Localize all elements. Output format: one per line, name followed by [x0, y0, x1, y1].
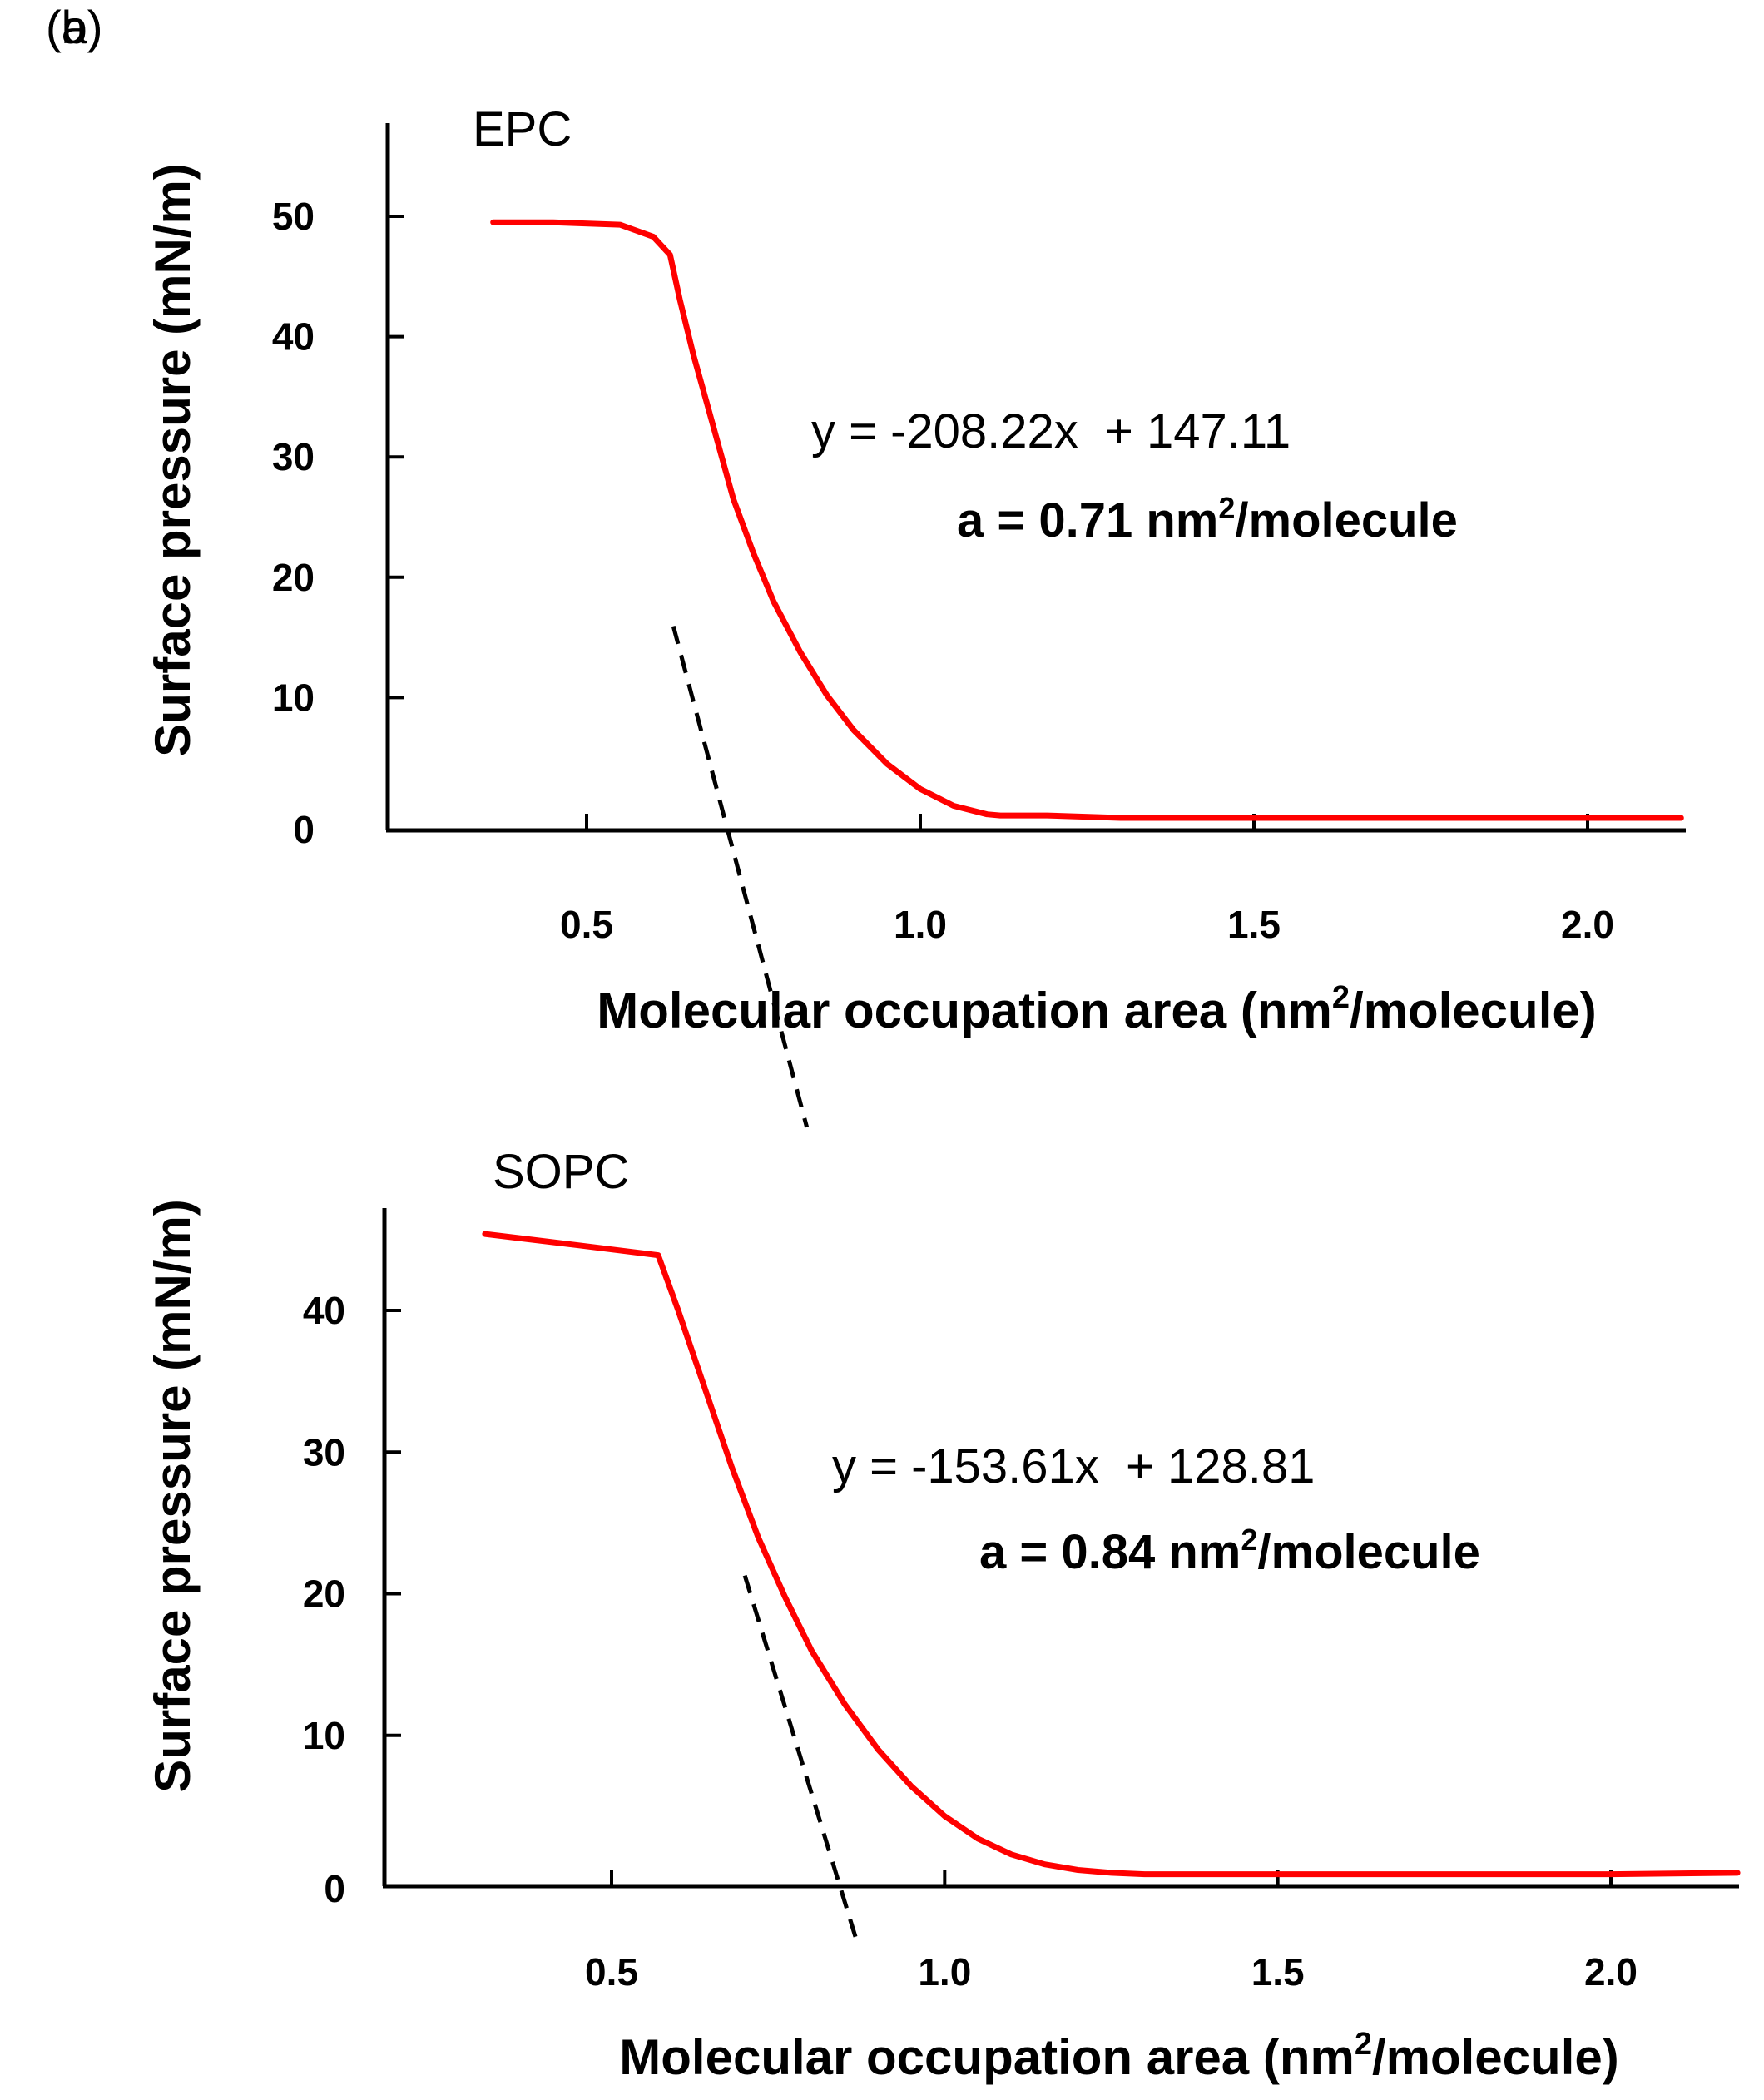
chart-a-y-tick-label: 50: [272, 195, 315, 238]
chart-b-y-tick-label: 0: [324, 1867, 345, 1910]
chart-b-area-value: a = 0.84 nm2/molecule: [979, 1523, 1480, 1579]
panel-b-label: (b): [46, 1, 103, 53]
chart-a-y-tick-label: 40: [272, 315, 315, 359]
chart-a-x-tick-label: 1.0: [894, 903, 947, 946]
chart-a-area-suffix: /molecule: [1235, 493, 1458, 547]
chart-a-x-tick-label: 0.5: [560, 903, 613, 946]
chart-b-x-tick-label: 0.5: [585, 1950, 638, 1994]
chart-b-area-sup: 2: [1241, 1523, 1257, 1557]
chart-a-y-tick-label: 30: [272, 435, 315, 478]
chart-a-x-axis-title-xlabel-main: Molecular occupation area (nm: [597, 983, 1332, 1038]
chart-b-x-tick-label: 2.0: [1584, 1950, 1638, 1994]
chart-a-x-axis-title-xlabel-end: /molecule): [1350, 983, 1597, 1038]
chart-a-x-tick-label: 2.0: [1561, 903, 1614, 946]
chart-b-area-suffix: /molecule: [1257, 1525, 1480, 1579]
panel-a-label: (a): [46, 1, 103, 53]
chart-b-series-1-line: [482, 1231, 1741, 1878]
chart-a-y-tick-label: 20: [272, 556, 315, 599]
chart-a-area-prefix: a = 0.71 nm: [957, 493, 1218, 547]
chart-a-x-axis-title: Molecular occupation area (nm2/molecule): [597, 980, 1596, 1038]
chart-a-x-axis-title-xlabel-sup: 2: [1332, 980, 1350, 1015]
chart-a-area-value: a = 0.71 nm2/molecule: [957, 491, 1458, 547]
chart-b-sample-label: SOPC: [493, 1145, 629, 1199]
chart-b-y-tick-label: 10: [303, 1714, 345, 1757]
chart-b-y-axis-title: Surface pressure (mN/m): [145, 1199, 201, 1793]
chart-a-area-sup: 2: [1218, 491, 1235, 525]
chart-a-y-axis-title: Surface pressure (mN/m): [145, 163, 201, 757]
chart-a-fit-line: [671, 625, 810, 1128]
chart-b-x-tick-label: 1.5: [1251, 1950, 1305, 1994]
chart-b-fit-equation: y = -153.61x + 128.81: [832, 1439, 1315, 1493]
chart-b-x-tick-label: 1.0: [918, 1950, 971, 1994]
chart-b-fit-line: [742, 1574, 860, 1946]
chart-b-y-tick-label: 20: [303, 1573, 345, 1616]
chart-b-x-axis-title-xlabel-end: /molecule): [1372, 2029, 1619, 2085]
chart-b-area-prefix: a = 0.84 nm: [979, 1525, 1241, 1579]
chart-a-y-tick-label: 10: [272, 676, 315, 719]
chart-a-y-tick-label: 0: [293, 808, 315, 851]
chart-b-y-tick-label: 30: [303, 1430, 345, 1473]
chart-b-y-tick-label: 40: [303, 1289, 345, 1332]
chart-b-x-axis-title: Molecular occupation area (nm2/molecule): [619, 2027, 1618, 2085]
chart-b-x-axis-title-xlabel-main: Molecular occupation area (nm: [619, 2029, 1355, 2085]
chart-a-sample-label: EPC: [473, 102, 572, 156]
chart-a-fit-equation: y = -208.22x + 147.11: [811, 404, 1291, 458]
chart-a-series-1-line: [490, 219, 1684, 821]
chart-b-x-axis-title-xlabel-sup: 2: [1355, 2027, 1372, 2062]
chart-a-x-tick-label: 1.5: [1227, 903, 1281, 946]
